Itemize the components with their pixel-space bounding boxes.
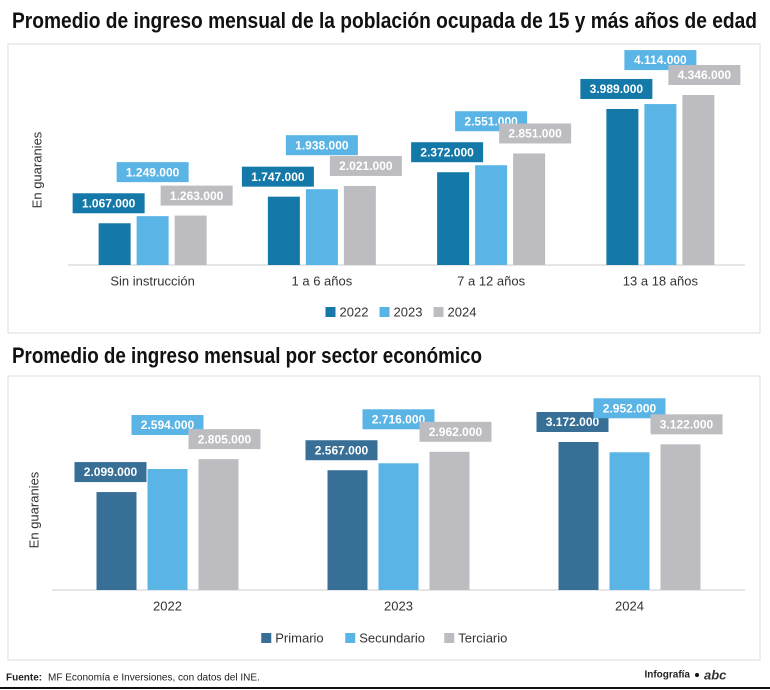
panel: [7, 375, 761, 661]
bar: [644, 104, 677, 265]
bar: [174, 215, 207, 265]
bar: [267, 196, 300, 265]
panel: [7, 43, 761, 334]
value-label: 1.747.000: [251, 170, 305, 184]
x-tick-label: 2023: [384, 598, 413, 613]
value-label: 1.249.000: [126, 165, 180, 179]
value-label: 2.716.000: [372, 412, 426, 426]
bar: [660, 444, 701, 590]
legend-swatch: [345, 633, 356, 643]
legend-swatch: [325, 307, 336, 317]
bar: [198, 459, 239, 590]
x-tick-label: 7 a 12 años: [457, 273, 525, 288]
value-label: 1.938.000: [295, 138, 349, 152]
bar: [513, 153, 546, 265]
value-label: 2.962.000: [429, 425, 483, 439]
bar: [429, 451, 470, 590]
bar: [475, 165, 508, 265]
legend-label: 2022: [340, 304, 369, 319]
value-label-box: [305, 440, 378, 461]
bar: [558, 442, 599, 590]
x-tick-label: 2022: [153, 598, 182, 613]
value-label-box: [362, 409, 435, 430]
bar: [136, 216, 169, 265]
value-label-box: [188, 429, 261, 450]
x-tick-label: Sin instrucción: [110, 273, 195, 288]
legend-label: Secundario: [359, 630, 425, 645]
legend-label: 2024: [448, 304, 477, 319]
legend-swatch: [433, 307, 444, 317]
bar: [609, 452, 650, 590]
value-label: 3.122.000: [660, 418, 714, 432]
bar: [305, 189, 338, 265]
y-axis-label: En guaranies: [29, 131, 44, 208]
bar: [437, 172, 470, 265]
bar: [606, 108, 639, 265]
value-label: 4.346.000: [678, 68, 732, 82]
value-label: 2.952.000: [603, 401, 657, 415]
value-label: 2.372.000: [420, 145, 474, 159]
brand: abc: [704, 667, 727, 682]
bar: [327, 470, 368, 590]
bar: [147, 468, 188, 590]
bar: [343, 185, 376, 265]
value-label-box: [419, 421, 492, 442]
value-label-box: [131, 414, 204, 435]
value-label-box: [74, 462, 147, 483]
chart-title: Promedio de ingreso mensual de la poblac…: [12, 8, 757, 33]
value-label-box: [536, 412, 609, 432]
value-label: 4.114.000: [634, 53, 687, 67]
legend-label: Primario: [275, 630, 323, 645]
x-tick-label: 13 a 18 años: [623, 273, 699, 288]
x-tick-label: 2024: [615, 598, 644, 613]
x-tick-label: 1 a 6 años: [292, 273, 353, 288]
value-label-box: [72, 193, 145, 214]
source-label: Fuente:: [6, 673, 42, 684]
value-label-box: [580, 78, 653, 99]
value-label: 2.851.000: [508, 127, 562, 141]
value-label: 2.594.000: [141, 418, 195, 432]
value-label: 2.021.000: [339, 159, 393, 173]
bar: [96, 492, 137, 590]
bar: [682, 95, 715, 265]
credit: Infografía: [644, 670, 690, 681]
value-label: 2.099.000: [84, 465, 138, 479]
bar: [378, 463, 419, 590]
value-label: 2.567.000: [315, 443, 369, 457]
value-label-box: [411, 142, 484, 163]
value-label-box: [116, 162, 189, 183]
value-label-box: [329, 155, 402, 176]
value-label: 1.263.000: [170, 189, 224, 203]
value-label: 2.805.000: [198, 432, 252, 446]
value-label-box: [241, 166, 314, 187]
legend-swatch: [444, 633, 455, 643]
value-label-box: [499, 123, 572, 144]
value-label-box: [160, 185, 233, 206]
chart-title: Promedio de ingreso mensual por sector e…: [12, 343, 482, 368]
legend-swatch: [379, 307, 390, 317]
legend-swatch: [261, 633, 272, 643]
value-label: 3.172.000: [546, 415, 600, 429]
value-label: 3.989.000: [590, 82, 644, 96]
y-axis-label: En guaranies: [26, 471, 41, 548]
value-label-box: [593, 398, 666, 419]
value-label-box: [650, 414, 723, 435]
bar: [98, 223, 131, 265]
legend-label: Terciario: [458, 630, 507, 645]
value-label: 1.067.000: [82, 196, 136, 210]
source: MF Economía e Inversiones, con datos del…: [48, 673, 260, 684]
separator: [695, 673, 699, 677]
value-label-box: [285, 135, 358, 156]
value-label-box: [668, 65, 741, 85]
legend-label: 2023: [394, 304, 423, 319]
